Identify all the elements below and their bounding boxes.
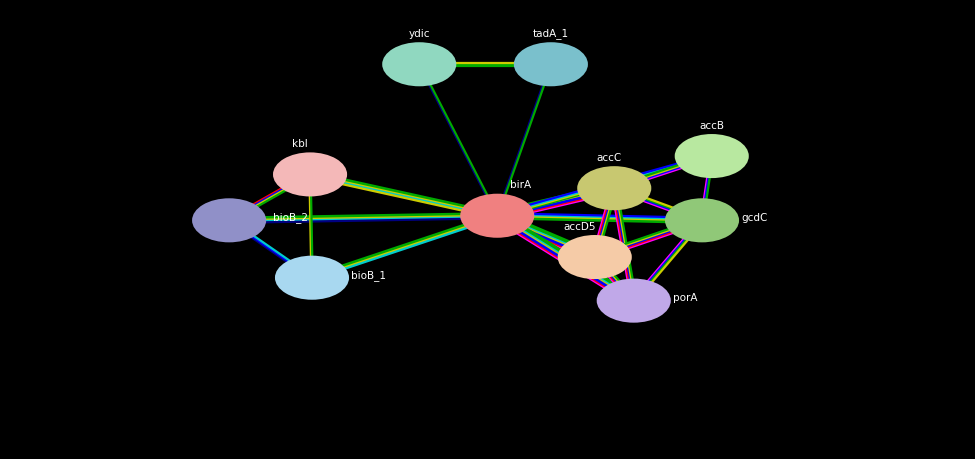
Text: tadA_1: tadA_1 [532, 28, 569, 39]
Text: porA: porA [673, 293, 697, 303]
Ellipse shape [577, 166, 651, 210]
Text: accC: accC [597, 153, 622, 163]
Text: bioB_2: bioB_2 [273, 213, 308, 224]
Text: birA: birA [510, 180, 531, 190]
Text: gcdC: gcdC [741, 213, 767, 223]
Text: bioB_1: bioB_1 [351, 270, 386, 281]
Ellipse shape [665, 198, 739, 242]
Ellipse shape [275, 256, 349, 300]
Ellipse shape [460, 194, 534, 238]
Ellipse shape [382, 42, 456, 86]
Text: ydic: ydic [409, 29, 430, 39]
Ellipse shape [558, 235, 632, 279]
Text: accB: accB [699, 121, 724, 131]
Ellipse shape [675, 134, 749, 178]
Ellipse shape [273, 152, 347, 196]
Text: accD5: accD5 [564, 222, 597, 232]
Ellipse shape [597, 279, 671, 323]
Text: kbl: kbl [292, 139, 308, 149]
Ellipse shape [514, 42, 588, 86]
Ellipse shape [192, 198, 266, 242]
